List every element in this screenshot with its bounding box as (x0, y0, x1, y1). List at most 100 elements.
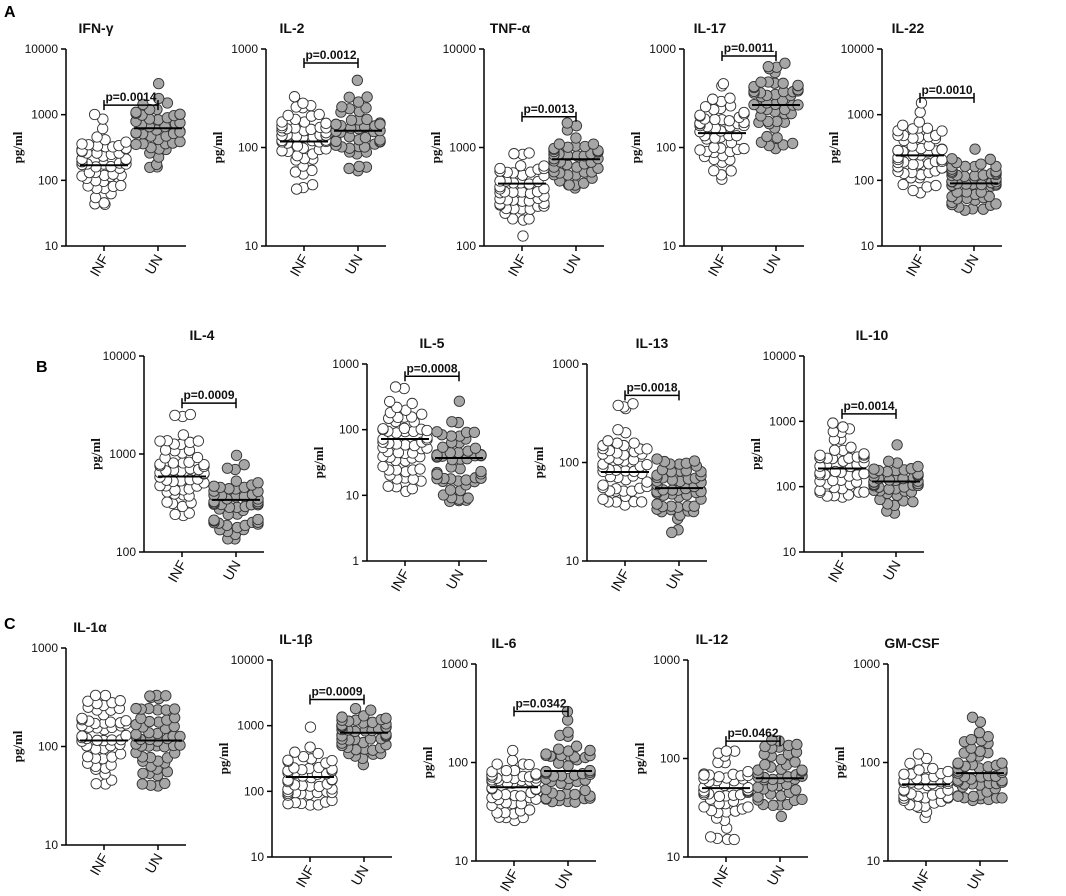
data-point (517, 230, 529, 242)
data-point (523, 804, 536, 816)
data-point (579, 784, 591, 797)
data-point (282, 754, 294, 766)
data-point (641, 443, 653, 455)
data-point (704, 831, 717, 843)
data-point (184, 408, 197, 421)
plot-title: IL-5 (420, 335, 445, 351)
y-tick-label: 1000 (653, 653, 680, 667)
plot-title: IL-6 (492, 635, 517, 651)
data-point (907, 158, 919, 171)
y-tick-label: 10000 (841, 42, 875, 56)
x-tick-label: INF (824, 558, 849, 586)
plot-7: IL-5 pg/ml 1 10 100 1000 INF UN p=0.0008 (311, 335, 487, 594)
data-point (612, 399, 624, 412)
data-point (728, 833, 740, 846)
data-point (330, 118, 342, 131)
data-point (90, 778, 102, 790)
data-point (578, 177, 590, 189)
x-tick-label: UN (142, 851, 166, 877)
data-point (967, 790, 979, 803)
data-point (475, 465, 487, 478)
data-point (336, 101, 348, 113)
data-point (130, 106, 142, 118)
data-point (775, 810, 787, 823)
x-tick-label: UN (348, 863, 372, 889)
y-axis-label: pg/ml (10, 131, 25, 163)
plot-title: IL-4 (190, 327, 215, 343)
x-tick-label: UN (764, 863, 788, 889)
data-point (192, 435, 205, 447)
data-point (975, 178, 988, 191)
data-point (828, 444, 841, 456)
x-tick-label: INF (704, 252, 729, 280)
data-point (777, 77, 789, 89)
data-point (506, 754, 519, 767)
data-point (973, 727, 986, 739)
data-point (114, 748, 127, 760)
data-point (208, 480, 220, 492)
data-point (345, 114, 358, 126)
data-point (796, 764, 808, 776)
y-tick-label: 1000 (847, 108, 874, 122)
x-tick-label: UN (142, 252, 166, 278)
data-point (742, 765, 754, 778)
data-point (82, 751, 94, 763)
data-point (304, 741, 316, 753)
data-point (965, 733, 977, 746)
data-point (724, 92, 736, 104)
data-point (779, 57, 791, 69)
data-point (491, 758, 503, 770)
plot-title: IL-17 (694, 20, 727, 36)
data-point (431, 426, 443, 438)
data-point (858, 486, 870, 498)
data-point (508, 148, 520, 160)
data-point (569, 788, 581, 801)
data-point (462, 492, 474, 504)
data-point (837, 421, 849, 433)
data-point (921, 122, 934, 134)
data-point (380, 712, 392, 724)
data-point (969, 143, 981, 155)
data-point (912, 748, 925, 760)
data-point (515, 790, 527, 802)
data-point (761, 130, 773, 143)
data-point (641, 458, 653, 471)
data-point (144, 690, 156, 702)
p-value-label: p=0.0342 (515, 696, 566, 710)
data-point (553, 743, 565, 755)
y-tick-label: 1000 (31, 108, 58, 122)
data-point (858, 448, 870, 460)
plot-8: IL-13 pg/ml 10 100 1000 INF UN p=0.0018 (531, 335, 707, 594)
data-point (191, 451, 204, 464)
data-point (723, 115, 735, 127)
data-point (651, 498, 663, 510)
y-tick-label: 1000 (769, 414, 796, 428)
x-tick-label: UN (760, 252, 784, 278)
y-tick-label: 10 (783, 545, 797, 559)
data-point (208, 514, 220, 526)
data-point (952, 790, 964, 802)
data-point (230, 475, 242, 487)
data-point (288, 91, 301, 103)
p-value-label: p=0.0014 (105, 90, 156, 104)
data-point (563, 179, 575, 191)
plot-3: TNF-α pg/ml 100 1000 10000 INF UN p=0.0013 (428, 20, 604, 279)
y-tick-label: 1 (352, 554, 359, 568)
data-point (97, 122, 109, 135)
data-point (98, 197, 110, 209)
data-point (416, 408, 428, 420)
plot-title: IL-1α (73, 619, 107, 635)
y-tick-label: 100 (339, 423, 359, 437)
data-point (627, 398, 639, 410)
panel-letter-c: C (4, 616, 16, 633)
y-axis-label: pg/ml (832, 746, 847, 778)
plot-title: IL-13 (636, 335, 669, 351)
data-point (717, 78, 730, 90)
y-axis-label: pg/ml (88, 438, 103, 470)
y-axis-label: pg/ml (311, 446, 326, 478)
x-tick-label: UN (560, 252, 584, 278)
data-point (326, 755, 338, 767)
data-point (936, 125, 948, 137)
y-tick-label: 1000 (231, 42, 258, 56)
